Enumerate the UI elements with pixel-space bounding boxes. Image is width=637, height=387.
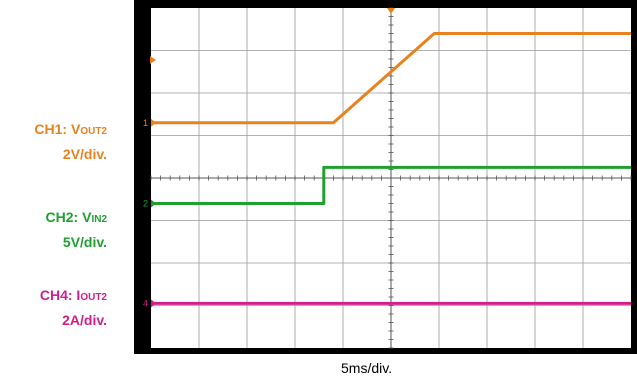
ch2-label: CH2: VIN2 5V/div. [46,206,107,253]
channel-markers: 1 2 4 [143,56,156,308]
ch4-name: CH4: IOUT2 [39,287,107,303]
graticule [150,7,632,349]
traces [151,32,631,305]
ch2-name: CH2: VIN2 [45,209,107,225]
ch4-scale: 2A/div. [62,312,107,328]
timebase-label: 5ms/div. [341,360,393,376]
ch1-name: CH1: VOUT2 [34,121,107,137]
ch1-marker-number: 1 [143,118,148,128]
ch2-trace [151,165,631,205]
ch4-label: CH4: IOUT2 2A/div. [40,284,107,331]
ch2-ground-marker [151,199,156,208]
ch1-trace [151,32,631,125]
ch1-scale: 2V/div. [62,146,107,162]
ch4-ground-marker [151,299,156,308]
ch2-marker-number: 2 [143,199,148,209]
ch1-ground-marker [151,118,156,127]
ch2-scale: 5V/div. [62,234,107,250]
trigger-marker [387,8,395,14]
trigger-level-marker [150,56,156,64]
ch4-marker-number: 4 [143,298,148,308]
ch1-label: CH1: VOUT2 2V/div. [34,118,107,165]
